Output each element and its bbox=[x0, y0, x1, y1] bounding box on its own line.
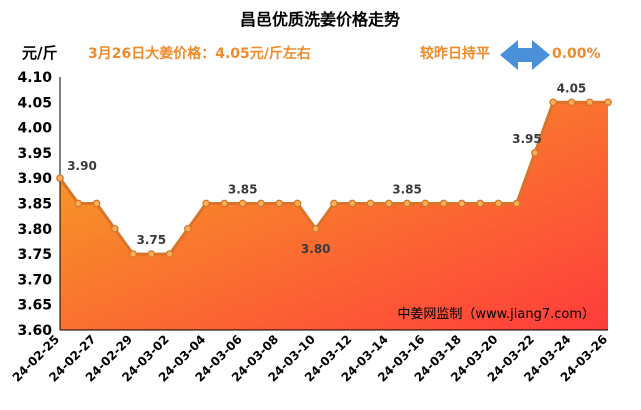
double-arrow-icon bbox=[500, 40, 550, 70]
data-point bbox=[476, 199, 484, 208]
data-point bbox=[202, 199, 210, 208]
y-tick-label: 3.65 bbox=[17, 298, 52, 314]
data-point bbox=[494, 199, 503, 208]
chart-title: 昌邑优质洗姜价格走势 bbox=[240, 10, 400, 29]
data-label: 3.85 bbox=[228, 183, 258, 197]
data-point bbox=[220, 199, 229, 208]
data-point bbox=[293, 199, 302, 208]
area-fill bbox=[60, 102, 608, 330]
x-ticks: 24-02-2524-02-2724-02-2924-03-0224-03-04… bbox=[10, 332, 610, 384]
data-point bbox=[165, 250, 174, 258]
data-point bbox=[238, 199, 247, 208]
data-point bbox=[549, 98, 558, 107]
data-labels: 3.90 3.75 3.85 3.80 3.85 3.95 4.05 bbox=[67, 81, 586, 256]
data-point bbox=[567, 98, 576, 107]
data-point bbox=[330, 199, 338, 208]
data-point bbox=[403, 199, 411, 208]
data-point bbox=[56, 174, 64, 183]
data-point bbox=[74, 199, 83, 208]
y-tick-label: 4.05 bbox=[17, 95, 52, 111]
price-note: 3月26日大姜价格：4.05元/斤左右 bbox=[88, 45, 311, 62]
compare-label: 较昨日持平 bbox=[420, 45, 490, 62]
data-label: 3.75 bbox=[137, 233, 167, 247]
y-tick-label: 4.10 bbox=[17, 70, 52, 86]
data-point bbox=[604, 98, 612, 107]
data-point bbox=[585, 98, 594, 107]
data-label: 3.85 bbox=[392, 183, 422, 197]
data-point bbox=[257, 199, 265, 208]
data-point bbox=[512, 199, 521, 208]
data-point bbox=[439, 199, 448, 208]
data-label: 3.90 bbox=[67, 159, 97, 173]
data-label: 3.95 bbox=[512, 132, 542, 146]
y-tick-label: 3.90 bbox=[17, 171, 52, 187]
data-point bbox=[110, 224, 119, 233]
data-point bbox=[147, 250, 156, 258]
data-point bbox=[458, 199, 466, 208]
data-label: 4.05 bbox=[557, 81, 587, 95]
y-tick-label: 3.95 bbox=[17, 146, 52, 162]
compare-percent: 0.00% bbox=[552, 46, 601, 62]
y-tick-label: 3.60 bbox=[17, 323, 52, 339]
y-tick-label: 3.85 bbox=[17, 197, 52, 213]
data-point bbox=[311, 224, 320, 233]
data-label: 3.80 bbox=[301, 242, 331, 256]
data-point bbox=[184, 224, 192, 233]
y-tick-label: 3.75 bbox=[17, 247, 52, 263]
data-point bbox=[421, 199, 430, 208]
data-point bbox=[92, 199, 101, 208]
y-tick-label: 3.70 bbox=[17, 272, 52, 288]
data-point bbox=[531, 149, 539, 157]
data-point bbox=[384, 199, 393, 208]
data-point bbox=[129, 250, 137, 258]
y-tick-label: 4.00 bbox=[17, 121, 52, 137]
source-note: 中姜网监制（www.jiang7.com） bbox=[397, 307, 595, 322]
unit-label: 元/斤 bbox=[22, 44, 57, 62]
data-point bbox=[275, 199, 284, 208]
data-point bbox=[348, 199, 357, 208]
y-ticks: 3.60 3.65 3.70 3.75 3.80 3.85 3.90 3.95 4.00 4.05… bbox=[17, 70, 52, 339]
markers bbox=[56, 98, 612, 258]
data-point bbox=[366, 199, 375, 208]
y-tick-label: 3.80 bbox=[17, 222, 52, 238]
